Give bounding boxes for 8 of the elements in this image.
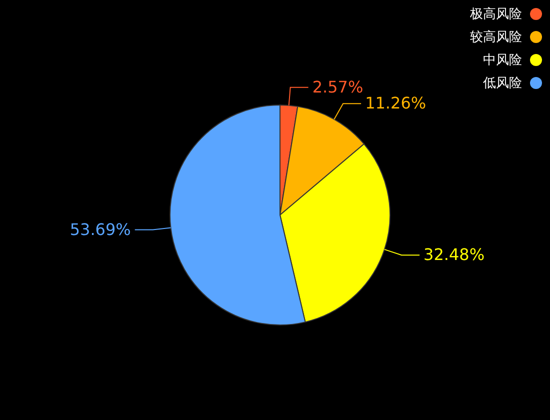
legend-label: 低风险 (483, 74, 522, 92)
data-label: 32.48% (424, 245, 485, 264)
data-label: 11.26% (365, 94, 426, 113)
legend-label: 较高风险 (470, 28, 522, 46)
data-label: 53.69% (70, 220, 131, 239)
data-label: 2.57% (312, 77, 364, 96)
legend-label: 极高风险 (470, 6, 522, 22)
legend-label: 中风险 (483, 52, 522, 68)
